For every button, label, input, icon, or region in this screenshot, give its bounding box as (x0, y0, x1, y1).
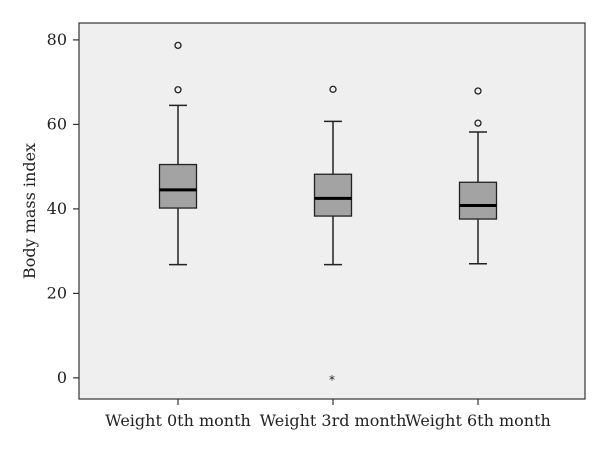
x-tick-label: Weight 0th month (105, 411, 251, 430)
outlier-point (474, 87, 482, 95)
y-tick-label: 80 (47, 30, 67, 49)
box-series-3 (458, 87, 498, 265)
outlier-point (329, 85, 337, 93)
y-axis: 0 20 40 60 80 (47, 30, 79, 387)
extreme-point: * (329, 373, 335, 387)
y-tick-label: 0 (57, 368, 67, 387)
outlier-point (174, 41, 182, 50)
x-tick-label: Weight 6th month (405, 411, 551, 430)
boxes-group: * (158, 41, 498, 387)
iqr-box (158, 163, 198, 209)
y-tick-label: 60 (47, 114, 67, 133)
y-tick-label: 20 (47, 283, 67, 302)
y-tick-label: 40 (47, 199, 67, 218)
x-tick-label: Weight 3rd month (260, 411, 407, 430)
iqr-box (313, 173, 353, 217)
y-axis-title: Body mass index (20, 143, 39, 279)
box-series-1 (158, 41, 198, 266)
box-series-2: * (313, 85, 353, 387)
outlier-point (174, 86, 182, 94)
iqr-box (458, 181, 498, 220)
outlier-point (474, 119, 482, 127)
